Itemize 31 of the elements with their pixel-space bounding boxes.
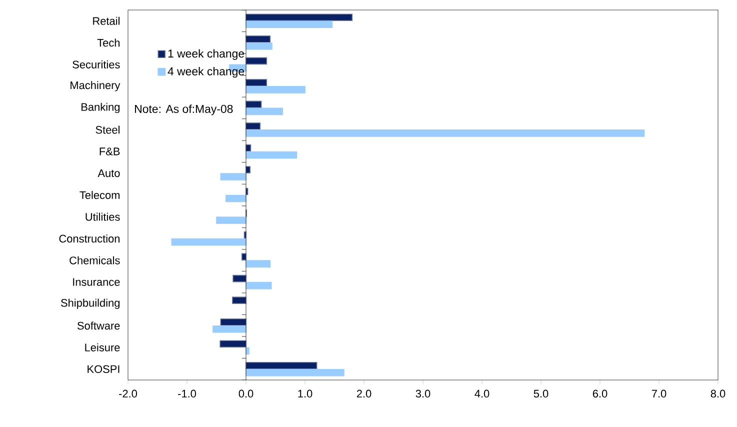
x-tick-label: -1.0 xyxy=(178,390,196,398)
y-tick-label: KOSPI xyxy=(88,365,120,374)
x-tick-label: 5.0 xyxy=(534,390,548,398)
x-tick-label: 6.0 xyxy=(592,390,608,398)
x-tick-label: 8.0 xyxy=(710,390,726,398)
y-tick-label: Utilities xyxy=(86,212,120,221)
y-tick-label: Machinery xyxy=(70,81,120,92)
y-tick-label: Shipbuilding xyxy=(61,298,120,309)
y-tick-label: Telecom xyxy=(80,190,120,200)
y-tick-label: Construction xyxy=(59,234,120,243)
y-tick-label: Software xyxy=(77,322,120,330)
x-tick-label: 7.0 xyxy=(652,390,666,398)
x-tick-label: 4.0 xyxy=(474,390,490,398)
x-tick-label: 2.0 xyxy=(356,390,372,398)
y-tick-label: Chemicals xyxy=(70,256,120,264)
y-tick-label: Banking xyxy=(82,102,120,114)
x-tick-label: 1.0 xyxy=(298,390,312,398)
legend-label: 1 week change xyxy=(168,49,244,60)
y-tick-label: Tech xyxy=(97,38,120,47)
y-tick-label: Insurance xyxy=(73,278,120,286)
y-tick-label: Steel xyxy=(96,126,120,134)
y-tick-label: Auto xyxy=(98,169,120,178)
legend-label: 4 week change xyxy=(168,66,244,78)
y-tick-label: Retail xyxy=(93,16,120,25)
x-tick-label: 3.0 xyxy=(416,390,430,398)
x-tick-label: 0.0 xyxy=(238,390,254,398)
annotation: Note: As of:May-08 xyxy=(135,104,233,116)
x-tick-label: -2.0 xyxy=(119,390,138,398)
y-tick-label: Leisure xyxy=(85,343,120,352)
y-tick-label: F&B xyxy=(100,148,120,156)
y-tick-label: Securities xyxy=(72,60,120,68)
